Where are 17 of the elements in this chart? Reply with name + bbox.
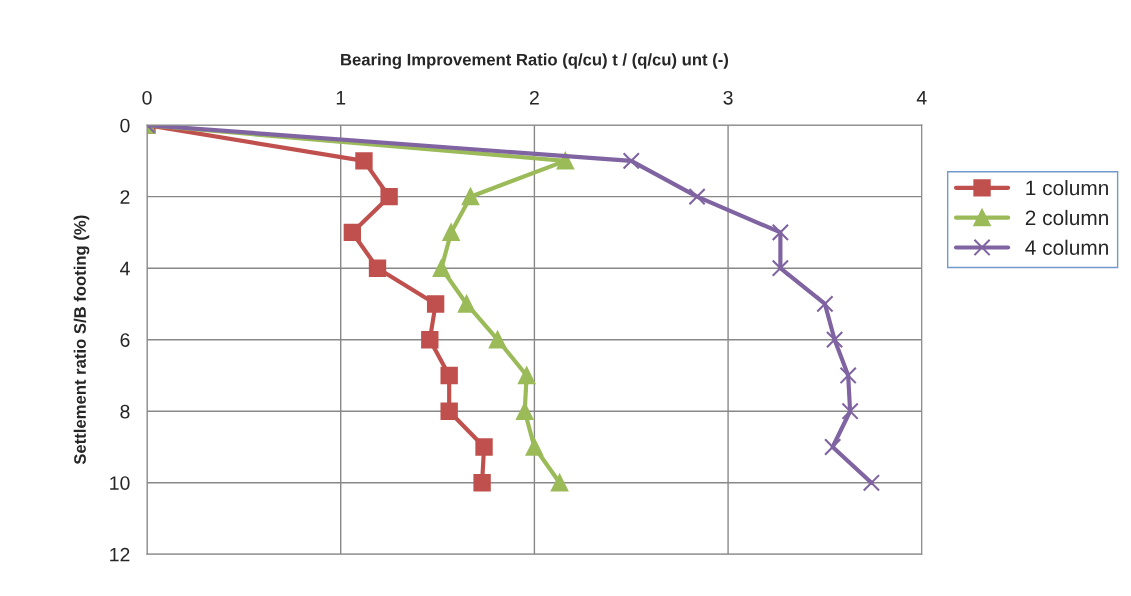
y-tick-label: 4 <box>120 261 130 276</box>
x-tick-label: 0 <box>142 90 152 105</box>
legend-label: 1 column <box>1026 180 1108 196</box>
x-tick-label: 3 <box>723 90 733 105</box>
legend-label: 4 column <box>1025 239 1108 255</box>
x-tick-label: 1 <box>336 91 346 105</box>
x-axis-title: Bearing Improvement Ratio (q/cu) t / (q/cu) unt (-) <box>341 53 729 69</box>
legend-label: 2 column <box>1025 209 1108 226</box>
y-tick-label: 6 <box>120 333 130 347</box>
y-tick-label: 0 <box>120 118 130 133</box>
y-axis-title: Settlement ratio S/B footing (%) <box>73 215 90 465</box>
y-tick-label: 2 <box>120 190 130 204</box>
y-tick-label: 10 <box>110 476 130 490</box>
x-tick-label: 4 <box>916 91 927 105</box>
y-tick-label: 8 <box>120 404 130 419</box>
x-tick-label: 2 <box>529 90 539 105</box>
y-tick-label: 12 <box>110 547 130 562</box>
